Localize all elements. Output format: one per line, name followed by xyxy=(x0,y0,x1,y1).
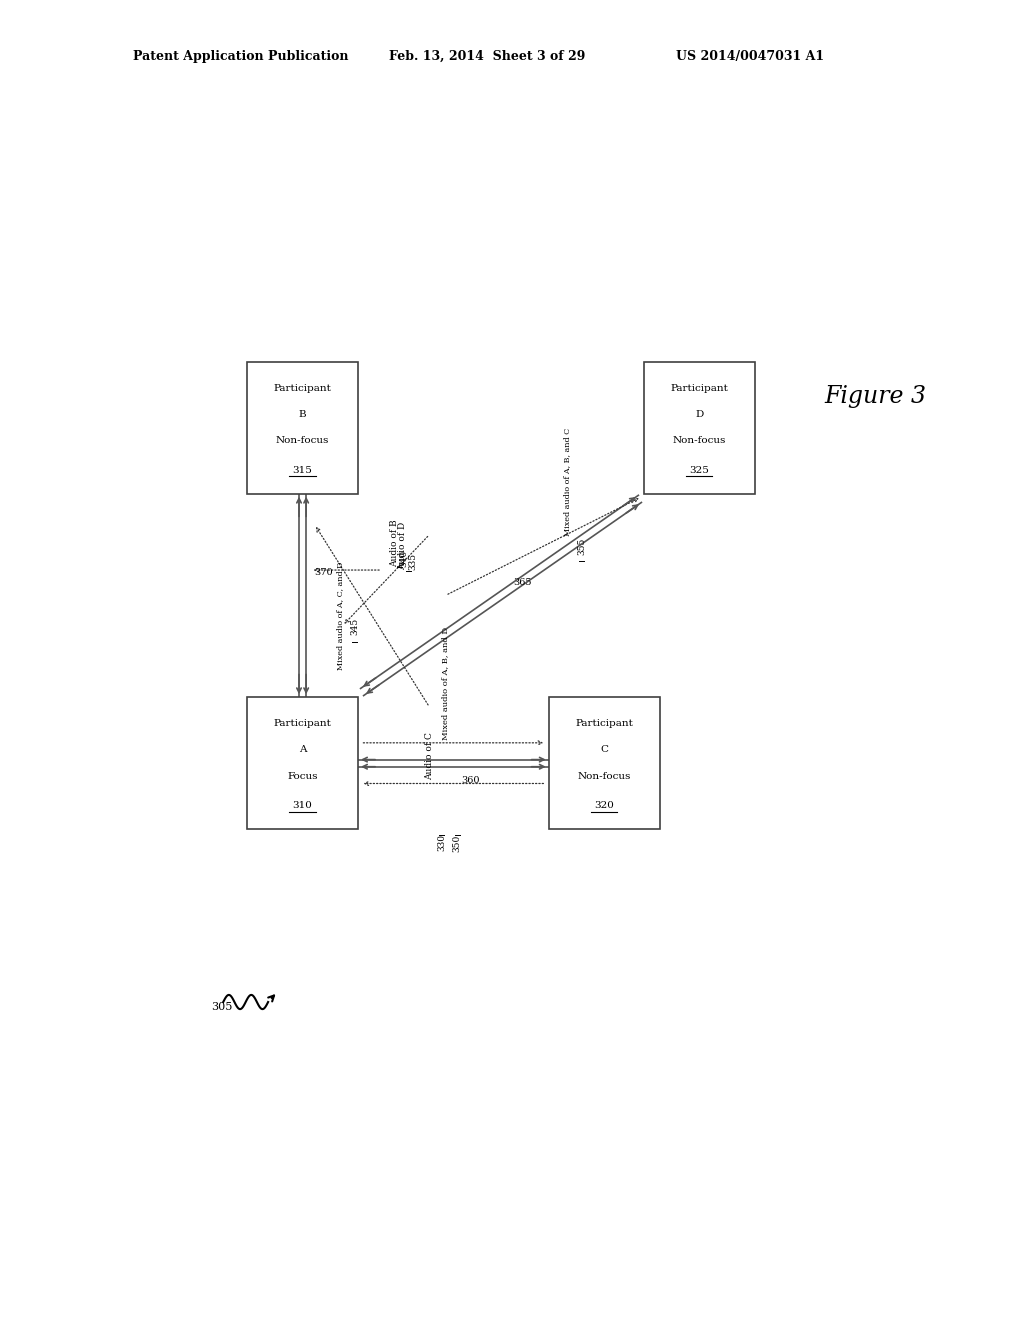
Text: 340: 340 xyxy=(399,550,409,568)
Text: 350: 350 xyxy=(453,834,462,851)
Text: 365: 365 xyxy=(513,578,531,587)
Text: 360: 360 xyxy=(461,776,480,785)
Bar xyxy=(549,697,659,829)
Text: 330: 330 xyxy=(437,834,446,851)
Text: Non-focus: Non-focus xyxy=(673,437,726,445)
Text: 305: 305 xyxy=(211,1002,232,1012)
Text: 370: 370 xyxy=(314,568,333,577)
Text: 310: 310 xyxy=(293,801,312,810)
Text: Figure 3: Figure 3 xyxy=(824,384,927,408)
Text: Audio of D: Audio of D xyxy=(397,521,407,570)
Bar xyxy=(247,697,358,829)
Bar xyxy=(247,362,358,494)
Text: Focus: Focus xyxy=(288,772,317,781)
Bar xyxy=(644,362,755,494)
Text: D: D xyxy=(695,411,703,418)
Text: B: B xyxy=(299,411,306,418)
Text: 320: 320 xyxy=(594,801,614,810)
Text: 315: 315 xyxy=(293,466,312,474)
Text: Mixed audio of A, B, and D: Mixed audio of A, B, and D xyxy=(441,627,450,739)
Text: US 2014/0047031 A1: US 2014/0047031 A1 xyxy=(676,50,824,63)
Text: 345: 345 xyxy=(350,618,359,635)
Text: 325: 325 xyxy=(689,466,710,474)
Text: Audio of C: Audio of C xyxy=(425,733,434,780)
Text: A: A xyxy=(299,746,306,755)
Text: Audio of B: Audio of B xyxy=(390,519,399,568)
Text: Non-focus: Non-focus xyxy=(578,772,631,781)
Text: Participant: Participant xyxy=(671,384,728,392)
Text: Participant: Participant xyxy=(273,719,332,729)
Text: Mixed audio of A, B, and C: Mixed audio of A, B, and C xyxy=(563,428,571,536)
Text: 355: 355 xyxy=(578,537,586,554)
Text: 335: 335 xyxy=(409,553,417,570)
Text: Patent Application Publication: Patent Application Publication xyxy=(133,50,348,63)
Text: Mixed audio of A, C, and D: Mixed audio of A, C, and D xyxy=(336,561,344,671)
Text: Feb. 13, 2014  Sheet 3 of 29: Feb. 13, 2014 Sheet 3 of 29 xyxy=(389,50,586,63)
Text: Non-focus: Non-focus xyxy=(275,437,330,445)
Text: C: C xyxy=(600,746,608,755)
Text: Participant: Participant xyxy=(575,719,633,729)
Text: Participant: Participant xyxy=(273,384,332,392)
